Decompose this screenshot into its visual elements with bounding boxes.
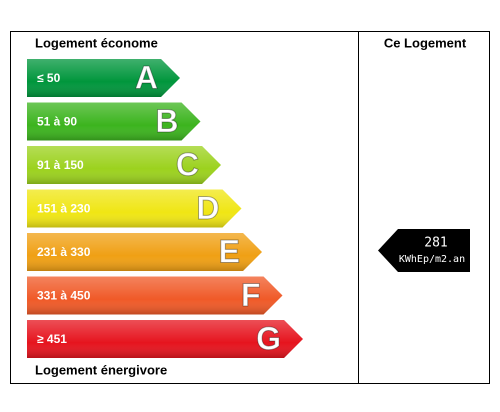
current-value: 281 (424, 236, 447, 251)
class-range: 51 à 90 (37, 115, 77, 129)
class-letter: F (241, 277, 261, 313)
class-letter: B (155, 103, 178, 139)
class-letter: G (256, 320, 281, 356)
class-bar-shade (27, 146, 221, 184)
header-right: Ce Logement (384, 35, 467, 50)
class-range: ≤ 50 (37, 71, 61, 85)
class-bars: ≤ 50 A 51 à 90 B 91 à 150 C 151 à 230 D 231 à 33… (27, 59, 303, 358)
class-range: 331 à 450 (37, 289, 91, 303)
class-letter: C (176, 146, 199, 182)
current-unit: KWhEp/m2.an (399, 254, 465, 265)
class-bar-shade (27, 276, 283, 315)
current-marker: 281 KWhEp/m2.an (378, 229, 470, 272)
class-letter: E (219, 233, 240, 269)
class-letter: D (196, 190, 219, 226)
class-range: 231 à 330 (37, 245, 91, 259)
class-range: 151 à 230 (37, 202, 91, 216)
class-range: 91 à 150 (37, 158, 84, 172)
class-bar-shade (27, 102, 201, 141)
class-bar-shade (27, 59, 180, 97)
footer: Logement énergivore (35, 362, 167, 377)
marker-arrow (378, 229, 470, 272)
header-left: Logement économe (35, 35, 158, 50)
class-range: ≥ 451 (37, 332, 67, 346)
class-bar-shade (27, 233, 262, 271)
class-letter: A (135, 59, 158, 95)
frame (10, 31, 490, 384)
class-bar-shade (27, 320, 303, 358)
class-bar-shade (27, 189, 242, 228)
